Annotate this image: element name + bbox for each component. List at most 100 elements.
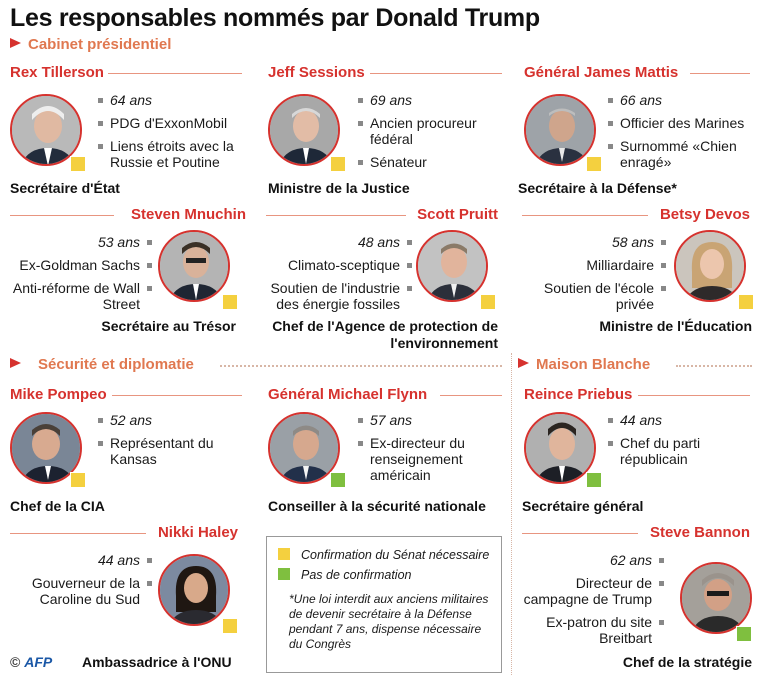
person-name: Scott Pruitt [413,206,502,223]
status-square [330,472,346,488]
legend-swatch [277,567,291,581]
fact-item: Anti-réforme de Wall Street [6,280,152,312]
arrow-icon [10,358,21,368]
status-square [330,156,346,172]
legend-label: Confirmation du Sénat nécessaire [301,548,490,562]
portrait-photo [158,554,230,626]
fact-item: Liens étroits avec la Russie et Poutine [98,138,258,170]
arrow-icon [10,38,21,48]
portrait-photo [416,230,488,302]
age-text: 53 ans [6,234,152,250]
person-card-mattis: Général James Mattis 66 ans Officier des… [518,64,756,199]
portrait-photo [674,230,746,302]
legend-swatch [277,547,291,561]
role-title: Ministre de la Justice [268,180,410,196]
person-name: Reince Priebus [520,386,637,403]
status-square [222,294,238,310]
person-card-pruitt: Scott Pruitt 48 ans Climato-sceptique So… [256,206,512,356]
role-title: Chef de la CIA [10,498,105,514]
age-text: 44 ans [6,552,152,568]
fact-item: PDG d'ExxonMobil [98,115,258,131]
role-title: Secrétaire à la Défense* [518,180,677,196]
person-card-haley: Nikki Haley 44 ans Gouverneur de la Caro… [6,524,256,674]
fact-list: 52 ans Représentant du Kansas [98,412,248,474]
fact-list: 44 ans Gouverneur de la Caroline du Sud [6,552,152,614]
fact-item: Soutien de l'industrie des énergie fossi… [256,280,412,312]
fact-list: 44 ans Chef du parti républicain [608,412,754,474]
legend-footnote: *Une loi interdit aux anciens militaires… [289,592,489,651]
name-rule [690,73,750,74]
copyright-symbol: © [10,654,21,670]
age-text: 62 ans [518,552,664,568]
person-name: Jeff Sessions [264,64,369,81]
name-rule [638,395,750,396]
person-card-pompeo: Mike Pompeo 52 ans Représentant du Kansa… [6,386,256,521]
age-text: 44 ans [608,412,754,428]
status-square [480,294,496,310]
name-rule [266,215,406,216]
legend-item-no-confirmation: Pas de confirmation [277,567,491,587]
status-square [586,472,602,488]
fact-list: 57 ans Ex-directeur du renseignement amé… [358,412,508,490]
fact-list: 48 ans Climato-sceptique Soutien de l'in… [256,234,412,319]
portrait-photo [524,94,596,166]
legend-box: Confirmation du Sénat nécessaire Pas de … [266,536,502,673]
section-securite: Sécurité et diplomatie [10,356,194,373]
fact-item: Gouverneur de la Caroline du Sud [6,575,152,607]
fact-item: Directeur de campagne de Trump [518,575,664,607]
name-rule [370,73,502,74]
role-title: Chef de l'Agence de protection de l'envi… [272,318,498,351]
section-divider [220,365,502,367]
status-square [586,156,602,172]
fact-item: Chef du parti républicain [608,435,754,467]
age-text: 66 ans [608,92,754,108]
name-rule [10,533,146,534]
fact-item: Climato-sceptique [256,257,412,273]
person-name: Steven Mnuchin [126,206,250,223]
legend-item-confirmation: Confirmation du Sénat nécessaire [277,547,491,567]
portrait-photo [10,412,82,484]
role-title: Ambassadrice à l'ONU [82,654,232,670]
fact-item: Ancien procureur fédéral [358,115,508,147]
status-square [70,156,86,172]
age-text: 57 ans [358,412,508,428]
role-title: Ministre de l'Éducation [599,318,752,334]
person-name: Steve Bannon [645,524,754,541]
fact-list: 58 ans Milliardaire Soutien de l'école p… [518,234,666,319]
age-text: 58 ans [518,234,666,250]
person-name: Rex Tillerson [6,64,108,81]
fact-list: 53 ans Ex-Goldman Sachs Anti-réforme de … [6,234,152,319]
fact-list: 64 ans PDG d'ExxonMobil Liens étroits av… [98,92,258,177]
age-text: 69 ans [358,92,508,108]
person-card-priebus: Reince Priebus 44 ans Chef du parti répu… [518,386,756,521]
role-title: Chef de la stratégie [622,654,752,670]
fact-list: 62 ans Directeur de campagne de Trump Ex… [518,552,664,653]
section-maison: Maison Blanche [518,356,650,373]
person-card-sessions: Jeff Sessions 69 ans Ancien procureur fé… [264,64,512,199]
name-rule [112,395,242,396]
person-name: Nikki Haley [153,524,242,541]
person-card-bannon: Steve Bannon 62 ans Directeur de campagn… [518,524,756,674]
portrait-photo [680,562,752,634]
status-square [736,626,752,642]
fact-item: Milliardaire [518,257,666,273]
age-text: 48 ans [256,234,412,250]
afp-logo: AFP [24,654,53,670]
portrait-photo [524,412,596,484]
person-card-mnuchin: Steven Mnuchin 53 ans Ex-Goldman Sachs A… [6,206,256,346]
status-square [738,294,754,310]
page-title: Les responsables nommés par Donald Trump [10,4,540,32]
person-name: Mike Pompeo [6,386,111,403]
credit: © AFP [10,654,52,670]
section-divider [676,365,752,367]
portrait-photo [268,412,340,484]
age-text: 52 ans [98,412,248,428]
person-card-flynn: Général Michael Flynn 57 ans Ex-directeu… [264,386,512,521]
role-title: Secrétaire d'État [10,180,120,196]
legend-label: Pas de confirmation [301,568,412,582]
name-rule [522,215,648,216]
portrait-photo [268,94,340,166]
portrait-photo [10,94,82,166]
fact-list: 66 ans Officier des Marines Surnommé «Ch… [608,92,754,177]
fact-item: Ex-Goldman Sachs [6,257,152,273]
